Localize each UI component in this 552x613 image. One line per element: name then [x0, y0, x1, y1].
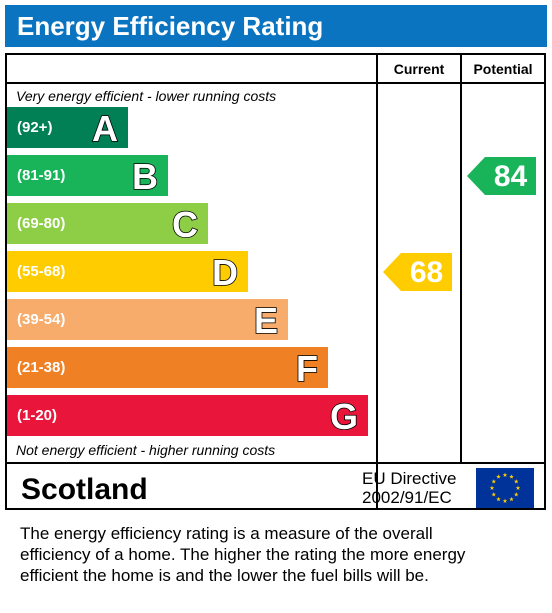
eu-flag-star — [513, 492, 519, 497]
footer-line-3: efficient the home is and the lower the … — [20, 566, 429, 585]
band-e-letter: E — [253, 299, 279, 342]
band-g-letter: G — [329, 395, 359, 438]
eu-directive: EU Directive 2002/91/EC — [362, 469, 456, 507]
band-a: (92+) A — [7, 107, 128, 150]
rating-arrow-current-value: 68 — [409, 255, 444, 289]
band-d-range: (55-68) — [17, 263, 66, 280]
band-c: (69-80) C — [7, 203, 208, 246]
band-a-range: (92+) — [17, 119, 53, 136]
divider-header — [5, 82, 546, 84]
column-header-current: Current — [393, 61, 445, 77]
eu-flag-star — [491, 492, 497, 497]
eu-flag-star — [509, 496, 514, 502]
band-g: (1-20) G — [7, 395, 368, 438]
rating-arrow-current: 68 — [383, 252, 452, 291]
eu-flag-star — [502, 498, 508, 503]
eu-flag-star — [509, 474, 514, 479]
band-a-letter: A — [91, 107, 119, 150]
rating-arrow-potential-value: 84 — [493, 159, 528, 193]
divider-current-left — [376, 53, 378, 510]
band-b-range: (81-91) — [17, 167, 66, 184]
band-e-range: (39-54) — [17, 311, 66, 328]
band-c-range: (69-80) — [17, 215, 66, 232]
band-b: (81-91) B — [7, 155, 168, 198]
eu-directive-line2: 2002/91/EC — [362, 488, 452, 507]
eu-flag-star — [491, 479, 497, 484]
footer-line-1: The energy efficiency rating is a measur… — [20, 524, 433, 543]
eu-flag-star — [502, 472, 508, 477]
band-d: (55-68) D — [7, 251, 248, 294]
eu-flag-star — [515, 485, 521, 490]
caption-not-efficient: Not energy efficient - higher running co… — [16, 442, 276, 458]
band-f-letter: F — [295, 347, 319, 390]
band-f-range: (21-38) — [17, 359, 66, 376]
eu-flag-star — [489, 485, 495, 490]
rating-arrow-current-shape — [383, 252, 452, 291]
divider-footer-row — [5, 462, 546, 464]
region-name: Scotland — [21, 473, 148, 506]
band-b-letter: B — [131, 155, 159, 198]
eu-directive-line1: EU Directive — [362, 469, 457, 488]
footer-description: The energy efficiency rating is a measur… — [20, 523, 545, 586]
band-e: (39-54) E — [7, 299, 288, 342]
footer-line-2: efficiency of a home. The higher the rat… — [20, 545, 466, 564]
band-f: (21-38) F — [7, 347, 328, 390]
eu-flag-star — [496, 474, 501, 479]
eu-flag-star — [496, 496, 501, 502]
page-title: Energy Efficiency Rating — [17, 11, 324, 41]
divider-potential-left — [460, 53, 462, 464]
column-header-potential: Potential — [473, 61, 533, 77]
band-d-letter: D — [211, 251, 239, 294]
caption-very-efficient: Very energy efficient - lower running co… — [16, 88, 277, 104]
rating-table-frame — [5, 53, 546, 510]
band-g-range: (1-20) — [17, 407, 58, 424]
rating-arrow-potential: 84 — [467, 156, 536, 195]
band-c-letter: C — [171, 203, 199, 246]
title-bar: Energy Efficiency Rating — [5, 5, 547, 47]
eu-flag-star — [513, 479, 519, 484]
rating-arrow-potential-shape — [467, 156, 536, 195]
eu-flag-icon — [476, 468, 534, 508]
